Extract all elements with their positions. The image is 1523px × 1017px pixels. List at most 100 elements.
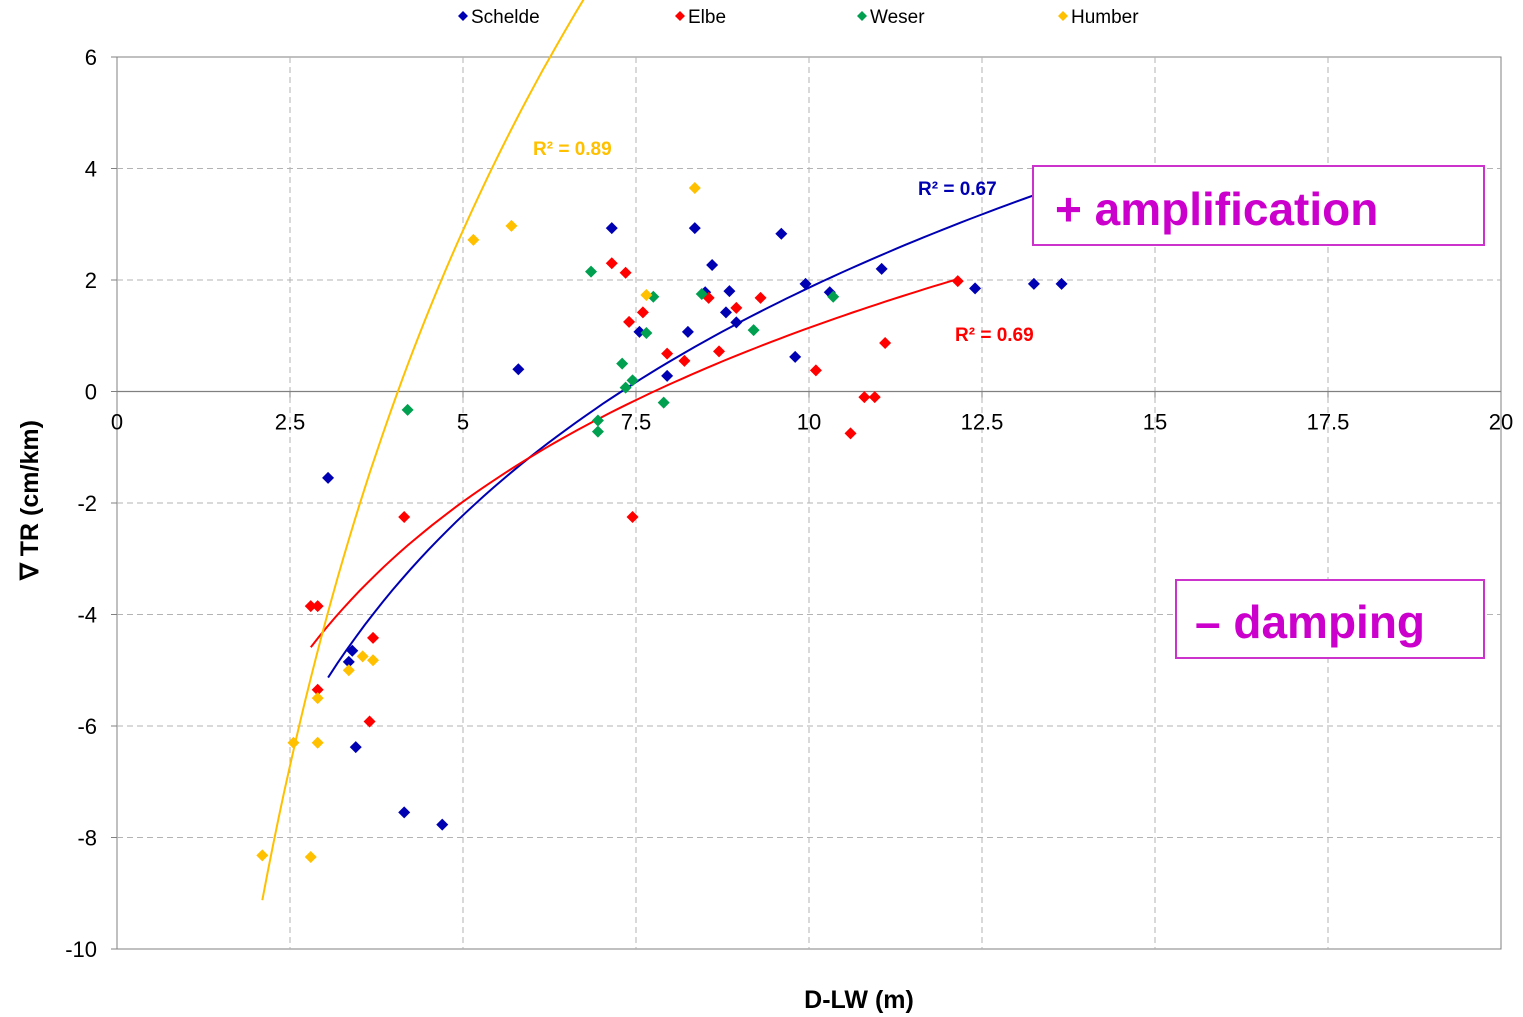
humber-point bbox=[311, 692, 324, 705]
y-tick-label: -10 bbox=[65, 937, 97, 962]
weser-point bbox=[401, 403, 414, 416]
humber-legend-label: Humber bbox=[1071, 7, 1139, 28]
trendlines bbox=[261, 0, 1062, 901]
elbe-point bbox=[661, 347, 674, 360]
schelde-point bbox=[730, 316, 743, 329]
schelde-point bbox=[346, 644, 359, 657]
elbe-point bbox=[304, 600, 317, 613]
weser-point bbox=[747, 324, 760, 337]
elbe-point bbox=[858, 391, 871, 404]
schelde-point bbox=[322, 471, 335, 484]
elbe-point bbox=[311, 600, 324, 613]
weser-point bbox=[619, 381, 632, 394]
schelde-point bbox=[605, 222, 618, 235]
schelde-point bbox=[1055, 277, 1068, 290]
x-tick-label: 20 bbox=[1489, 410, 1513, 435]
humber-point bbox=[311, 736, 324, 749]
elbe-point bbox=[951, 275, 964, 288]
humber-legend-marker bbox=[1058, 11, 1068, 21]
y-tick-label: 6 bbox=[85, 45, 97, 70]
elbe-r2-label: R² = 0.69 bbox=[955, 325, 1034, 346]
y-tick-label: -2 bbox=[77, 491, 97, 516]
weser-point bbox=[585, 265, 598, 278]
elbe-point bbox=[367, 631, 380, 644]
humber-point bbox=[304, 851, 317, 864]
x-axis-title: D-LW (m) bbox=[804, 986, 914, 1014]
schelde-point bbox=[688, 222, 701, 235]
x-tick-label: 15 bbox=[1143, 410, 1167, 435]
schelde-point bbox=[706, 258, 719, 271]
schelde-point bbox=[436, 818, 449, 831]
humber-point bbox=[256, 849, 269, 862]
humber-point bbox=[356, 650, 369, 663]
weser-legend-label: Weser bbox=[870, 7, 925, 28]
y-tick-label: -6 bbox=[77, 714, 97, 739]
elbe-point bbox=[626, 510, 639, 523]
schelde-point bbox=[875, 262, 888, 275]
elbe-legend-marker bbox=[675, 11, 685, 21]
elbe-point bbox=[879, 336, 892, 349]
elbe-trendline bbox=[310, 278, 959, 648]
elbe-point bbox=[623, 315, 636, 328]
elbe-point bbox=[636, 306, 649, 319]
y-tick-label: -8 bbox=[77, 826, 97, 851]
elbe-point bbox=[678, 354, 691, 367]
x-tick-label: 17.5 bbox=[1307, 410, 1350, 435]
weser-point bbox=[827, 290, 840, 303]
elbe-point bbox=[754, 291, 767, 304]
weser-point bbox=[640, 326, 653, 339]
weser-point bbox=[695, 287, 708, 300]
y-axis-title: ∇ TR (cm/km) bbox=[16, 420, 44, 581]
x-tick-label: 10 bbox=[797, 410, 821, 435]
humber-point bbox=[505, 219, 518, 232]
schelde-point bbox=[775, 227, 788, 240]
weser-point bbox=[657, 396, 670, 409]
weser-legend-marker bbox=[857, 11, 867, 21]
schelde-point bbox=[719, 306, 732, 319]
schelde-point bbox=[342, 655, 355, 668]
elbe-point bbox=[619, 266, 632, 279]
elbe-point bbox=[311, 683, 324, 696]
x-tick-label: 7.5 bbox=[621, 410, 652, 435]
schelde-point bbox=[398, 806, 411, 819]
humber-point bbox=[688, 182, 701, 195]
schelde-trendline bbox=[327, 184, 1062, 679]
elbe-point bbox=[398, 510, 411, 523]
y-tick-label: 4 bbox=[85, 157, 97, 182]
elbe-point bbox=[605, 257, 618, 270]
schelde-legend-label: Schelde bbox=[471, 7, 540, 28]
humber-r2-label: R² = 0.89 bbox=[533, 139, 612, 160]
weser-point bbox=[626, 374, 639, 387]
humber-trendline bbox=[261, 0, 585, 901]
schelde-point bbox=[969, 282, 982, 295]
schelde-r2-label: R² = 0.67 bbox=[918, 179, 997, 200]
svg-text:– damping: – damping bbox=[1195, 596, 1425, 648]
elbe-point bbox=[809, 364, 822, 377]
schelde-point bbox=[349, 741, 362, 754]
x-tick-label: 2.5 bbox=[275, 410, 306, 435]
x-tick-label: 12.5 bbox=[961, 410, 1004, 435]
elbe-point bbox=[868, 391, 881, 404]
schelde-point bbox=[512, 363, 525, 376]
schelde-point bbox=[789, 350, 802, 363]
humber-point bbox=[467, 233, 480, 246]
schelde-point bbox=[681, 325, 694, 338]
weser-point bbox=[591, 414, 604, 427]
schelde-point bbox=[1027, 277, 1040, 290]
y-tick-label: -4 bbox=[77, 603, 97, 628]
y-tick-label: 0 bbox=[85, 380, 97, 405]
schelde-legend-marker bbox=[458, 11, 468, 21]
x-tick-label: 5 bbox=[457, 410, 469, 435]
humber-point bbox=[640, 289, 653, 302]
elbe-point bbox=[713, 345, 726, 358]
elbe-point bbox=[730, 301, 743, 314]
humber-point bbox=[342, 664, 355, 677]
y-tick-label: 2 bbox=[85, 268, 97, 293]
humber-point bbox=[367, 654, 380, 667]
elbe-point bbox=[363, 715, 376, 728]
elbe-point bbox=[844, 427, 857, 440]
gridlines bbox=[117, 57, 1501, 949]
amplification-callout: + amplification bbox=[1032, 165, 1485, 246]
data-points bbox=[256, 182, 1068, 864]
